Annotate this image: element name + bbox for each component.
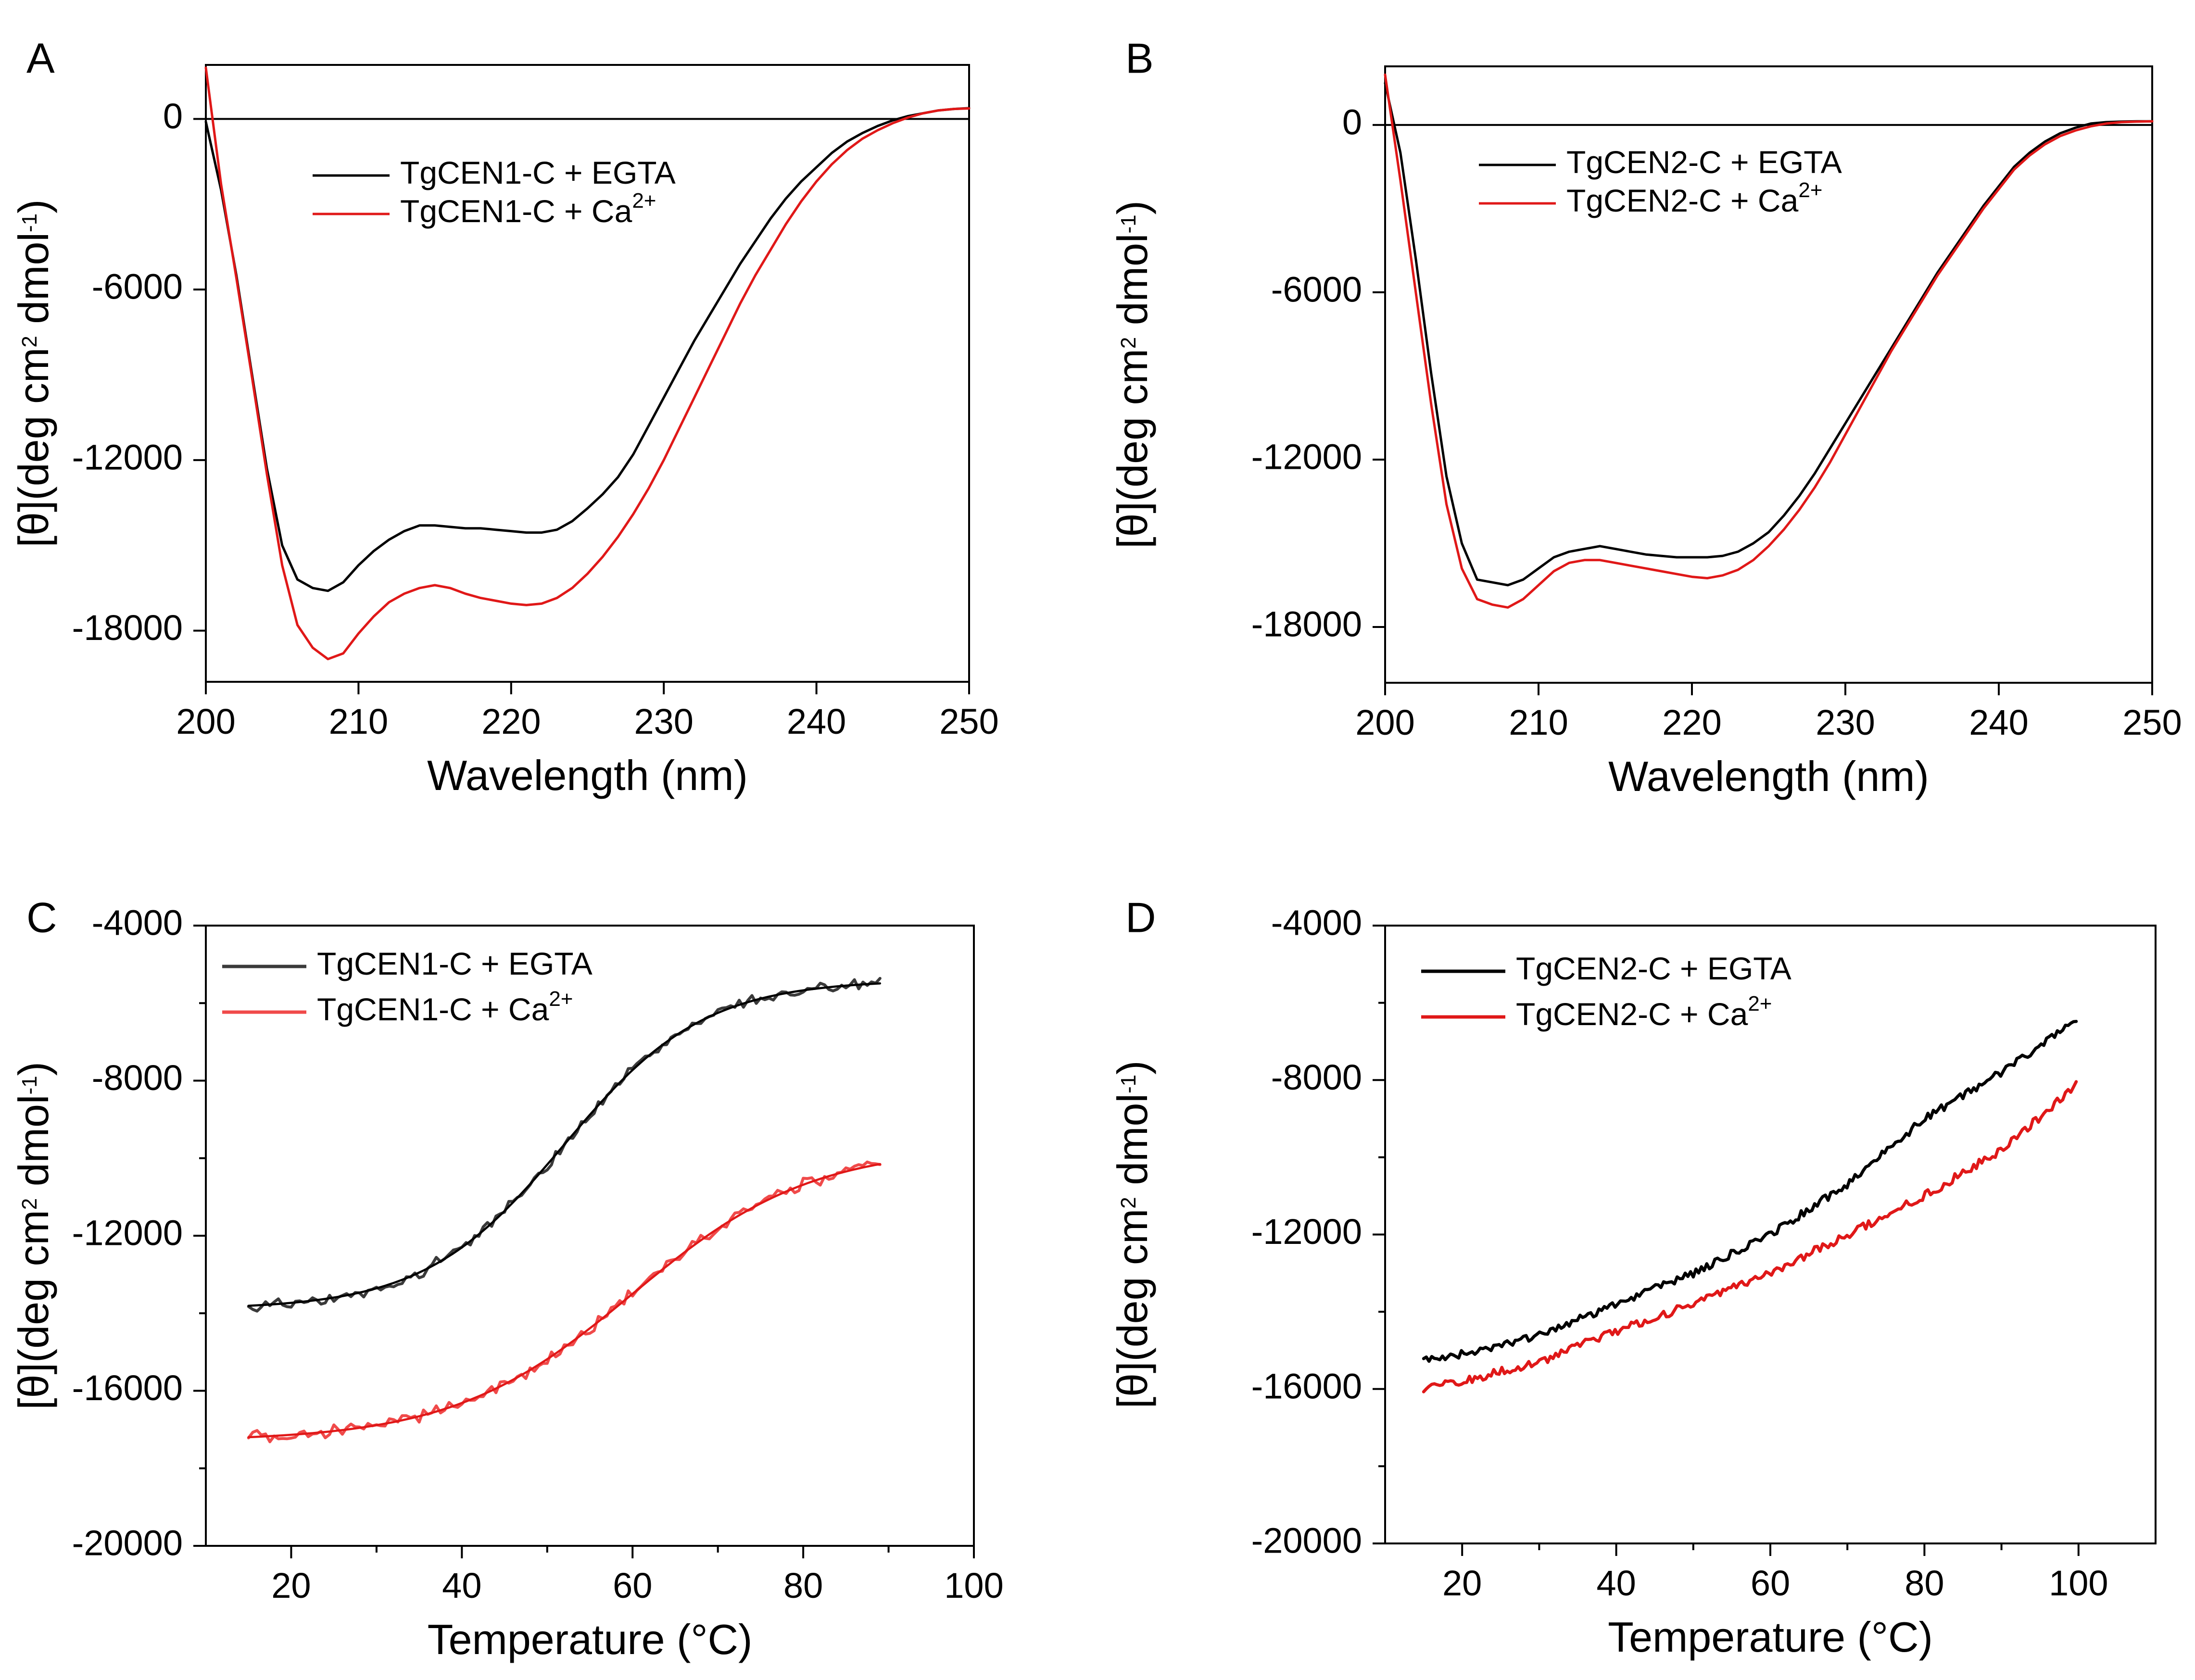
panel-b: B 200 210 220 230 240 250 0 -6000 -12000 -18000 Wav… (1109, 34, 2182, 800)
y-tick-label: -8000 (92, 1058, 183, 1098)
x-axis-label: Wavelength (nm) (427, 752, 748, 799)
panel-c: C 20 40 60 80 100 -4000 -8000 -12000 -16000 -20000… (10, 893, 1004, 1663)
x-tick-label: 220 (1662, 702, 1721, 742)
series-line (204, 107, 971, 592)
x-tick-label: 60 (1751, 1563, 1790, 1603)
x-tick-label: 240 (787, 702, 846, 741)
x-tick-label: 40 (442, 1566, 481, 1605)
legend-label: TgCEN2-C + EGTA (1516, 951, 1791, 986)
y-tick-label: -20000 (1251, 1521, 1362, 1561)
legend-label: TgCEN1-C + EGTA (317, 946, 593, 981)
x-tick-label: 210 (329, 702, 388, 741)
series-line (1422, 1080, 2078, 1393)
legend-label: TgCEN2-C + Ca2+ (1566, 178, 1822, 218)
panel-letter: B (1125, 34, 1154, 82)
panel-a: A 200 210 220 230 240 250 0 -6000 -12000 -18000 Wav… (10, 34, 999, 799)
panel-letter: A (26, 34, 55, 82)
y-tick-label: -18000 (1251, 604, 1362, 644)
y-tick-label: -12000 (1251, 437, 1362, 476)
y-tick-label: 0 (1342, 102, 1362, 142)
x-tick-label: 200 (1355, 702, 1414, 742)
series-raw-line (247, 1160, 882, 1443)
legend-label: TgCEN1-C + EGTA (400, 155, 676, 190)
x-tick-label: 100 (2049, 1563, 2108, 1603)
x-tick-label: 100 (944, 1566, 1003, 1605)
y-tick-label: -4000 (92, 903, 183, 943)
panel-letter: D (1125, 893, 1156, 941)
y-axis-label: [θ](deg cm2 dmol-1) (10, 200, 57, 548)
series-line (1384, 73, 2154, 609)
series-fit-line (247, 982, 882, 1307)
y-tick-label: -12000 (72, 437, 183, 477)
y-axis-label: [θ](deg cm2 dmol-1) (1109, 201, 1156, 549)
x-tick-label: 20 (1442, 1563, 1482, 1603)
y-tick-label: -8000 (1271, 1057, 1362, 1097)
legend-label: TgCEN2-C + EGTA (1566, 144, 1842, 180)
y-tick-label: -16000 (72, 1368, 183, 1408)
x-tick-label: 40 (1596, 1563, 1636, 1603)
x-axis-label: Wavelength (nm) (1608, 752, 1929, 800)
x-axis-label: Temperature (°C) (428, 1616, 753, 1663)
x-tick-label: 60 (613, 1566, 652, 1605)
y-tick-label: 0 (163, 96, 183, 136)
x-tick-label: 20 (271, 1566, 311, 1605)
x-tick-label: 210 (1509, 702, 1568, 742)
y-tick-label: -4000 (1271, 903, 1362, 943)
x-tick-label: 80 (783, 1566, 823, 1605)
x-tick-label: 250 (2122, 702, 2182, 742)
y-tick-label: -20000 (72, 1523, 183, 1563)
series-line (204, 66, 971, 661)
x-tick-label: 80 (1905, 1563, 1944, 1603)
y-axis-label: [θ](deg cm2 dmol-1) (10, 1062, 57, 1410)
y-tick-label: -16000 (1251, 1366, 1362, 1406)
plot-frame (1384, 65, 2153, 684)
series-line (1384, 82, 2154, 587)
legend-label: TgCEN2-C + Ca2+ (1516, 992, 1772, 1032)
panel-d: D 20 40 60 80 100 -4000 -8000 -12000 -16000 -20000… (1109, 893, 2157, 1661)
plot-frame (205, 64, 970, 683)
x-tick-label: 230 (634, 702, 693, 741)
series-line (1422, 1020, 2078, 1363)
x-tick-label: 220 (481, 702, 541, 741)
y-axis-label: [θ](deg cm2 dmol-1) (1109, 1061, 1156, 1409)
legend-label: TgCEN1-C + Ca2+ (317, 987, 573, 1027)
y-tick-label: -6000 (1271, 269, 1362, 309)
panel-letter: C (26, 893, 57, 941)
x-tick-label: 200 (176, 702, 235, 741)
x-tick-label: 240 (1969, 702, 2028, 742)
series-fit-line (247, 1163, 882, 1439)
legend-label: TgCEN1-C + Ca2+ (400, 189, 656, 229)
y-tick-label: -18000 (72, 608, 183, 648)
y-tick-label: -12000 (1251, 1212, 1362, 1252)
x-tick-label: 230 (1816, 702, 1875, 742)
y-tick-label: -12000 (72, 1213, 183, 1253)
y-tick-label: -6000 (92, 267, 183, 307)
x-axis-label: Temperature (°C) (1608, 1613, 1933, 1661)
x-tick-label: 250 (939, 702, 998, 741)
